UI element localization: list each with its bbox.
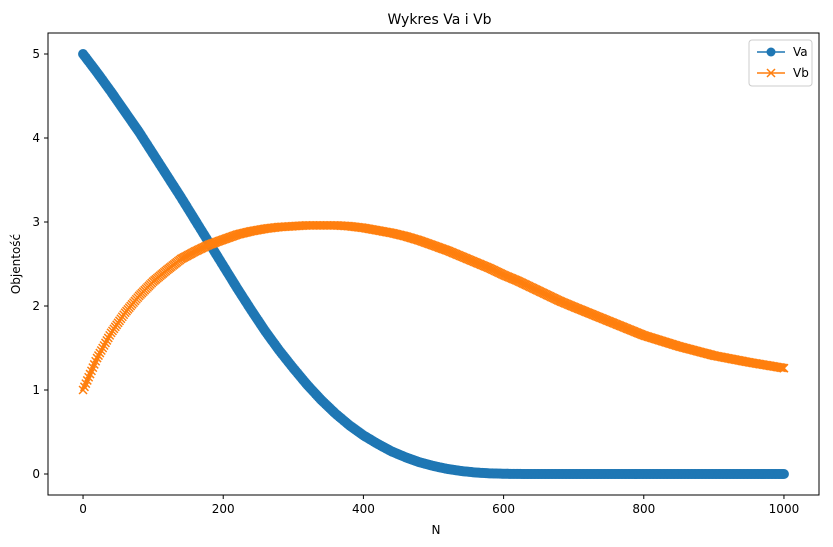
data-point: [93, 351, 103, 361]
series-layer: [78, 49, 789, 479]
data-point: [779, 363, 789, 373]
legend: Va Vb: [748, 39, 813, 87]
y-tick-label: 1: [32, 383, 40, 397]
x-axis-label: N: [432, 523, 441, 537]
data-point: [92, 353, 102, 363]
plot-frame: [47, 32, 820, 496]
y-tick-label: 4: [32, 131, 40, 145]
data-point: [103, 333, 113, 343]
x-tick-label: 800: [632, 502, 655, 516]
y-tick-label: 2: [32, 299, 40, 313]
x-tick-label: 0: [79, 502, 87, 516]
y-tick-label: 5: [32, 47, 40, 61]
data-point: [99, 340, 109, 351]
x-tick-label: 200: [212, 502, 235, 516]
legend-marker: [766, 68, 776, 78]
data-point: [95, 348, 105, 358]
ticks-layer: 0 200 400 600 800 1000 0 1 2 3 4 5: [32, 47, 799, 516]
data-point: [778, 469, 789, 479]
legend-marker: [766, 47, 776, 57]
data-point: [778, 363, 788, 373]
series-vb: [78, 220, 789, 395]
data-point: [100, 338, 111, 348]
legend-label: Vb: [793, 66, 809, 80]
data-point: [776, 363, 786, 373]
y-tick-label: 0: [32, 467, 40, 481]
x-tick-label: 1000: [769, 502, 800, 516]
data-point: [102, 335, 112, 345]
data-point: [105, 330, 115, 340]
data-point: [98, 343, 108, 353]
x-tick-label: 600: [492, 502, 515, 516]
data-point: [96, 345, 106, 356]
x-tick-label: 400: [352, 502, 375, 516]
series-va: [78, 49, 789, 479]
legend-label: Va: [793, 45, 808, 59]
y-axis-label: Objentość: [9, 234, 23, 294]
chart-title: Wykres Va i Vb: [387, 12, 491, 28]
y-tick-label: 3: [32, 215, 40, 229]
